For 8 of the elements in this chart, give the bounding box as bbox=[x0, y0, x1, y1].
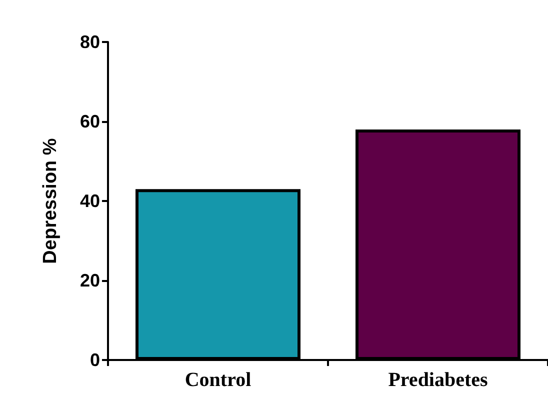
y-tick-label: 0 bbox=[90, 350, 100, 370]
x-tick-label: Prediabetes bbox=[388, 369, 488, 391]
y-axis-title: Depression % bbox=[40, 138, 61, 264]
x-tick-label: Control bbox=[184, 369, 252, 391]
y-tick-label: 80 bbox=[80, 32, 100, 52]
y-tick-label: 20 bbox=[80, 270, 100, 290]
y-tick-label: 60 bbox=[80, 112, 100, 132]
y-tick-label: 40 bbox=[80, 191, 100, 211]
